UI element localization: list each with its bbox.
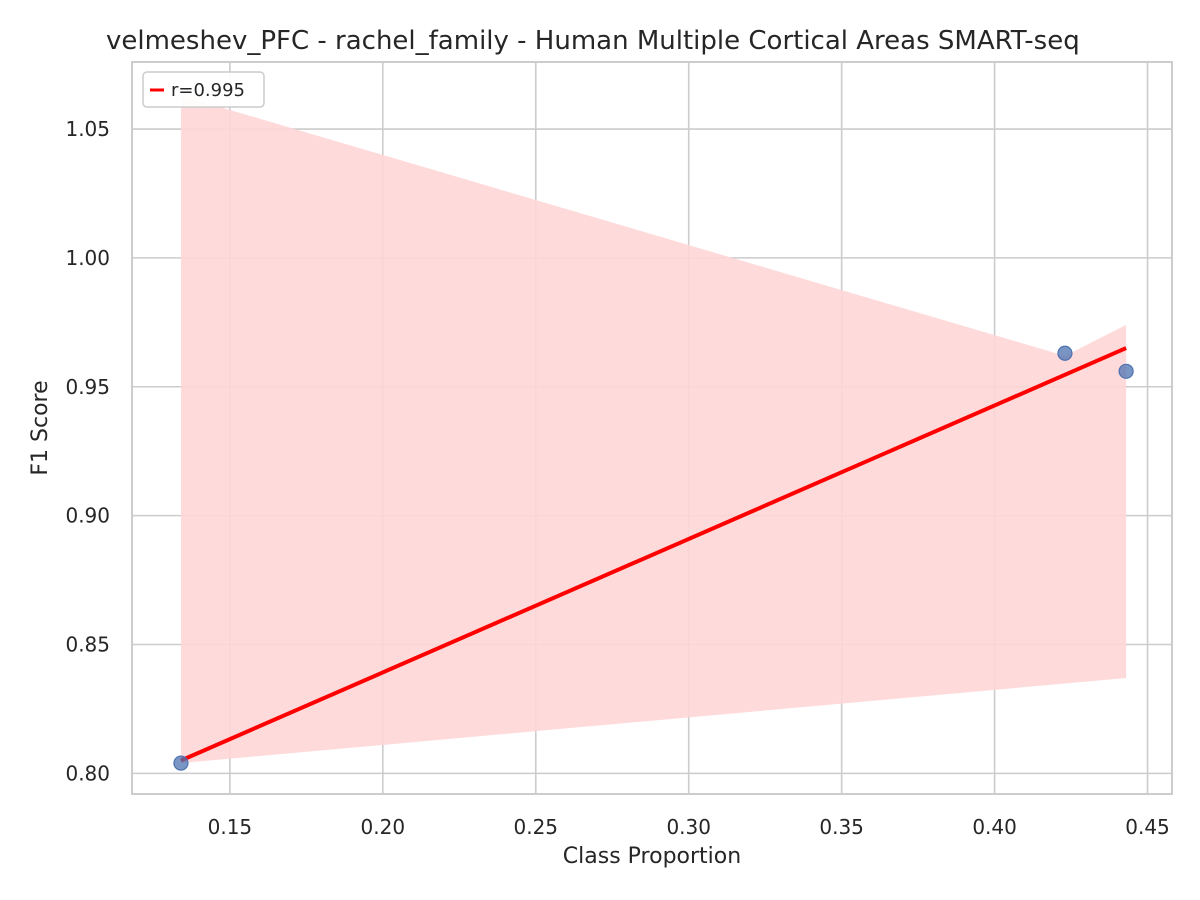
legend: r=0.995 <box>142 71 265 108</box>
y-tick-label: 1.00 <box>65 246 110 270</box>
legend-entry-regression: r=0.995 <box>171 80 245 101</box>
confidence-interval-band <box>180 95 1127 764</box>
regression-line-path <box>180 346 1127 763</box>
y-tick-label: 0.95 <box>65 375 110 399</box>
x-tick-label: 0.15 <box>208 815 253 839</box>
y-tick-label: 1.05 <box>65 117 110 141</box>
scatter-point-2 <box>1057 345 1073 361</box>
x-tick-label: 0.35 <box>819 815 864 839</box>
plot-frame <box>131 61 1173 795</box>
y-axis-label: F1 Score <box>28 380 53 475</box>
confidence-band <box>180 95 1127 764</box>
y-tick-label: 0.80 <box>65 761 110 785</box>
x-tick-label: 0.30 <box>666 815 711 839</box>
legend-box <box>142 71 265 108</box>
y-ticks: 0.80 0.85 0.90 0.95 1.00 1.05 <box>65 117 110 785</box>
x-tick-label: 0.45 <box>1125 815 1170 839</box>
x-tick-label: 0.20 <box>361 815 406 839</box>
chart-title: velmeshev_PFC - rachel_family - Human Mu… <box>106 26 1080 56</box>
scatter-points <box>173 345 1134 771</box>
regression-line <box>180 346 1127 763</box>
x-ticks: 0.15 0.20 0.25 0.30 0.35 0.40 0.45 <box>208 815 1170 839</box>
x-tick-label: 0.25 <box>513 815 558 839</box>
scatter-point-1 <box>173 755 189 771</box>
y-tick-label: 0.90 <box>65 504 110 528</box>
x-axis-label: Class Proportion <box>563 844 741 869</box>
y-tick-label: 0.85 <box>65 633 110 657</box>
scatter-point-3 <box>1118 363 1134 379</box>
x-tick-label: 0.40 <box>972 815 1017 839</box>
